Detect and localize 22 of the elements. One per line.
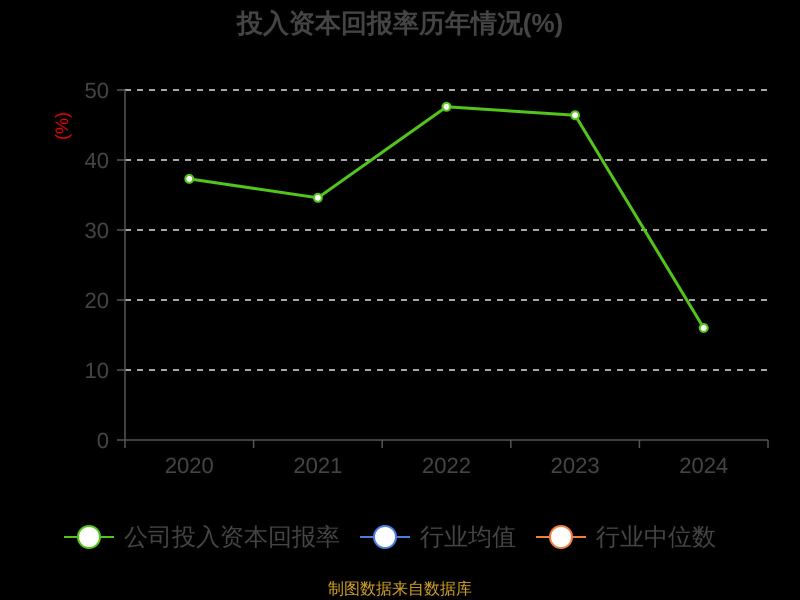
- point: [698, 323, 709, 333]
- point: [184, 174, 194, 184]
- y-tick-label: 30: [84, 218, 109, 243]
- y-tick-label: 50: [84, 78, 109, 103]
- y-tick-label: 10: [84, 358, 109, 383]
- legend-label: 公司投入资本回报率: [124, 524, 340, 551]
- point: [442, 102, 452, 112]
- y-tick-label: 20: [84, 288, 109, 313]
- y-tick-label: 40: [84, 148, 109, 173]
- chart-title: 投入资本回报率历年情况(%): [236, 8, 564, 38]
- x-tick-label: 2023: [550, 453, 600, 478]
- legend-label: 行业均值: [420, 524, 516, 551]
- y-axis-title: (%): [52, 112, 72, 140]
- text: 制图数据来自数据库: [328, 580, 472, 598]
- x-tick-label: 2021: [293, 453, 342, 478]
- x-tick-label: 2022: [422, 453, 471, 478]
- y-tick-label: 0: [96, 428, 109, 453]
- x-tick-label: 2020: [164, 453, 214, 478]
- point: [312, 192, 323, 203]
- point: [570, 110, 580, 120]
- x-tick-label: 2024: [679, 453, 728, 478]
- legend-label: 行业中位数: [596, 524, 716, 551]
